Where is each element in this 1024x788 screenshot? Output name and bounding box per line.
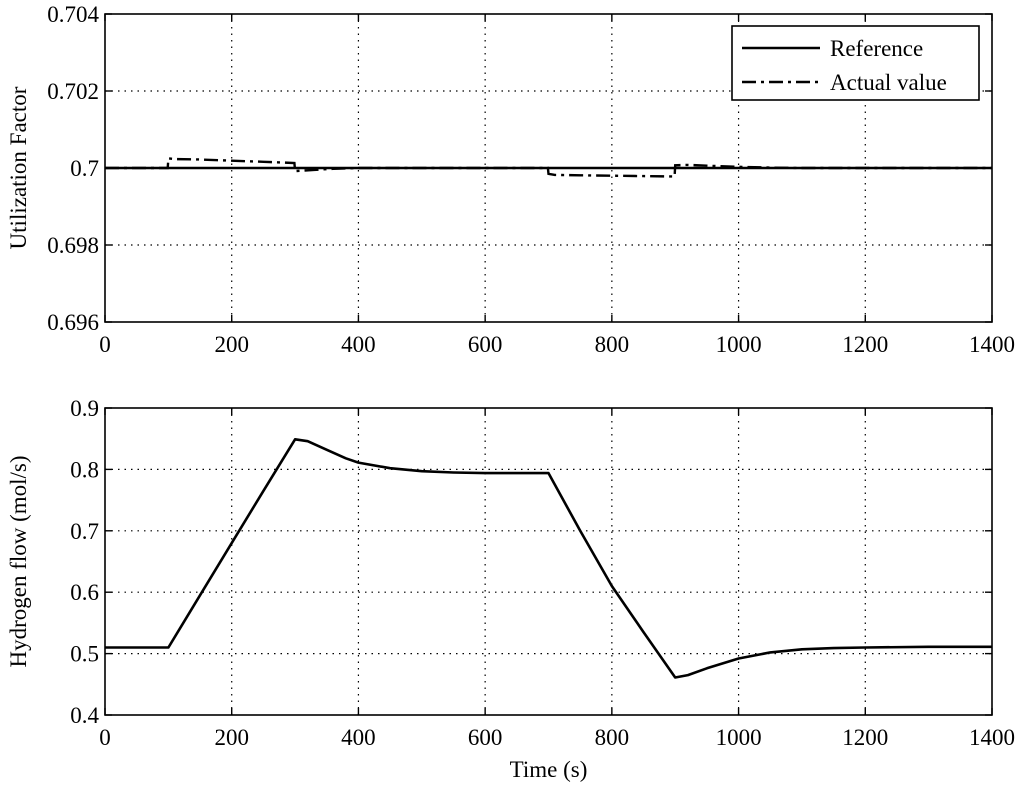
utilization-xtick-label-400: 400 <box>341 332 376 357</box>
hydrogen-xtick-label-1200: 1200 <box>842 725 888 750</box>
legend-label-actual-value: Actual value <box>830 70 947 95</box>
utilization-ytick-label-0-696: 0.696 <box>47 310 99 335</box>
hydrogen-xtick-label-0: 0 <box>99 725 111 750</box>
hydrogen-xtick-label-200: 200 <box>214 725 249 750</box>
legend-box <box>731 25 980 101</box>
hydrogen-ytick-label-0-7: 0.7 <box>70 519 99 544</box>
hydrogen-xtick-label-800: 800 <box>595 725 630 750</box>
legend: Reference Actual value <box>731 25 980 101</box>
hydrogen-ytick-label-0-6: 0.6 <box>70 580 99 605</box>
utilization-factor-panel: 0 200 400 600 800 1000 1200 1400 0.696 0.698 0.7 0.… <box>6 2 1015 357</box>
utilization-series-actual-value <box>105 157 992 178</box>
utilization-xtick-label-1400: 1400 <box>969 332 1015 357</box>
hydrogen-ylabel: Hydrogen flow (mol/s) <box>6 455 31 667</box>
utilization-xtick-label-0: 0 <box>99 332 111 357</box>
utilization-ylabel: Utilization Factor <box>6 86 31 249</box>
utilization-ytick-label-0-702: 0.702 <box>47 79 99 104</box>
utilization-ytick-label-0-698: 0.698 <box>47 233 99 258</box>
utilization-ytick-label-0-7: 0.7 <box>70 156 99 181</box>
utilization-xtick-label-1200: 1200 <box>842 332 888 357</box>
hydrogen-flow-panel: 0 200 400 600 800 1000 1200 1400 0.4 0.5 0.6 0.7 0.8… <box>6 396 1015 782</box>
hydrogen-ytick-label-0-5: 0.5 <box>70 642 99 667</box>
hydrogen-xtick-label-600: 600 <box>468 725 503 750</box>
hydrogen-xtick-label-1000: 1000 <box>716 725 762 750</box>
utilization-xtick-label-1000: 1000 <box>716 332 762 357</box>
hydrogen-ytick-label-0-4: 0.4 <box>70 703 99 728</box>
utilization-xtick-label-800: 800 <box>595 332 630 357</box>
legend-label-reference: Reference <box>830 36 923 61</box>
utilization-xtick-label-600: 600 <box>468 332 503 357</box>
hydrogen-xtick-label-400: 400 <box>341 725 376 750</box>
utilization-xtick-label-200: 200 <box>214 332 249 357</box>
hydrogen-xtick-label-1400: 1400 <box>969 725 1015 750</box>
hydrogen-axes-box <box>104 407 993 716</box>
utilization-ytick-label-0-704: 0.704 <box>47 2 99 27</box>
hydrogen-ytick-label-0-9: 0.9 <box>70 396 99 421</box>
time-xlabel: Time (s) <box>510 757 588 782</box>
hydrogen-ytick-label-0-8: 0.8 <box>70 457 99 482</box>
hydrogen-series-line-0 <box>105 438 992 679</box>
